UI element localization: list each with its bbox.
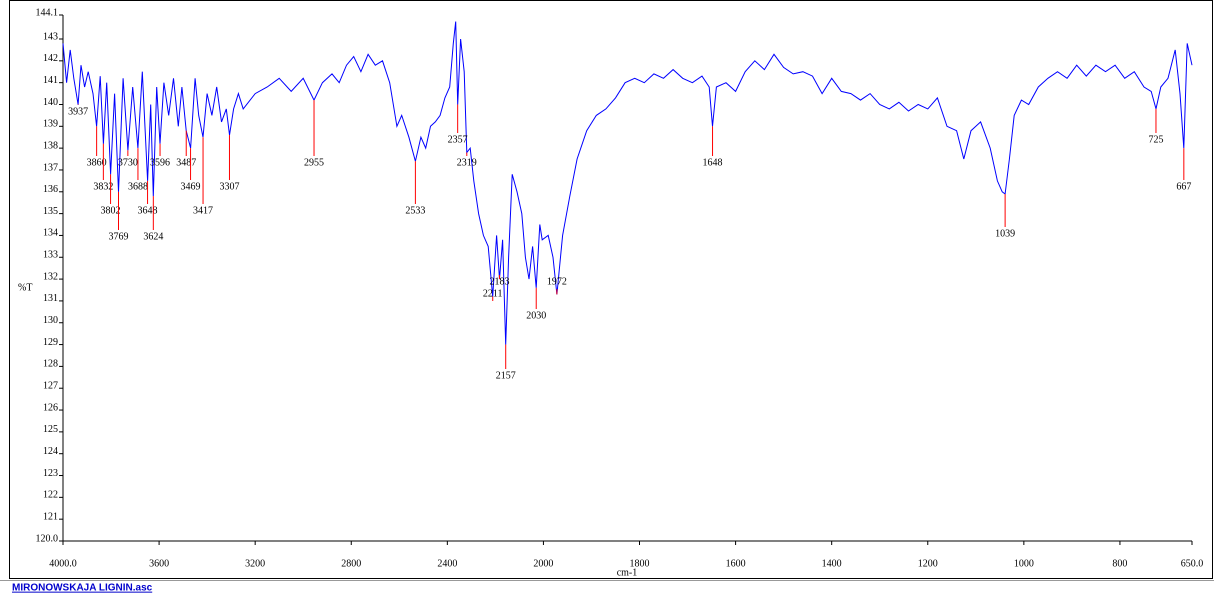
x-tick-label: 2800 bbox=[341, 558, 361, 569]
x-tick-label: 1600 bbox=[726, 558, 746, 569]
y-tick-label: 129 bbox=[43, 337, 58, 348]
y-tick-label: 122 bbox=[43, 490, 58, 501]
x-tick-label: 1000 bbox=[1014, 558, 1034, 569]
peak-label: 3307 bbox=[219, 181, 239, 192]
y-tick-label: 139 bbox=[43, 119, 58, 130]
y-tick-label: 135 bbox=[43, 206, 58, 217]
y-tick-label: 125 bbox=[43, 424, 58, 435]
peak-label: 3769 bbox=[108, 231, 128, 242]
y-tick-label: 127 bbox=[43, 381, 58, 392]
peak-label: 3937 bbox=[68, 106, 88, 117]
y-tick-label: 123 bbox=[43, 468, 58, 479]
peak-label: 1039 bbox=[995, 228, 1015, 239]
peak-label: 3469 bbox=[181, 181, 201, 192]
peak-label: 667 bbox=[1176, 181, 1191, 192]
x-tick-label: 650.0 bbox=[1181, 558, 1204, 569]
peak-label: 3624 bbox=[143, 231, 163, 242]
file-link[interactable]: MIRONOWSKAJA LIGNIN.asc bbox=[12, 583, 153, 594]
y-tick-label: 142 bbox=[43, 53, 58, 64]
peak-label: 2319 bbox=[457, 157, 477, 168]
y-tick-label: 131 bbox=[43, 293, 58, 304]
y-tick-label: 124 bbox=[43, 446, 58, 457]
x-tick-label: 1400 bbox=[822, 558, 842, 569]
peak-label: 2955 bbox=[304, 157, 324, 168]
y-tick-label: 137 bbox=[43, 162, 58, 173]
y-tick-label: 133 bbox=[43, 250, 58, 261]
peak-label: 3860 bbox=[87, 157, 107, 168]
chart-frame bbox=[9, 0, 1213, 579]
y-tick-label: 126 bbox=[43, 402, 58, 413]
y-tick-label: 121 bbox=[43, 511, 58, 522]
peak-label: 1648 bbox=[703, 157, 723, 168]
x-tick-label: 800 bbox=[1112, 558, 1127, 569]
peak-label: 3688 bbox=[128, 181, 148, 192]
peak-label: 3832 bbox=[93, 181, 113, 192]
y-axis-label: %T bbox=[18, 282, 32, 293]
x-tick-label: 2000 bbox=[533, 558, 553, 569]
x-tick-label: 3200 bbox=[245, 558, 265, 569]
y-tick-label: 120.0 bbox=[36, 533, 59, 544]
x-axis-label: cm-1 bbox=[617, 567, 638, 578]
y-tick-label: 141 bbox=[43, 75, 58, 86]
y-tick-label: 143 bbox=[43, 31, 58, 42]
peak-label: 3802 bbox=[101, 205, 121, 216]
y-tick-label: 140 bbox=[43, 97, 58, 108]
peak-label: 1972 bbox=[547, 276, 567, 287]
spectrum-line bbox=[62, 21, 1193, 345]
peak-label: 3417 bbox=[193, 205, 213, 216]
y-tick-label: 134 bbox=[43, 228, 58, 239]
x-tick-label: 4000.0 bbox=[49, 558, 77, 569]
peak-label: 3487 bbox=[176, 157, 196, 168]
x-tick-label: 2400 bbox=[437, 558, 457, 569]
y-tick-label: 136 bbox=[43, 184, 58, 195]
peak-label: 3596 bbox=[150, 157, 170, 168]
y-tick-label: 144.1 bbox=[36, 7, 59, 18]
x-tick-label: 3600 bbox=[149, 558, 169, 569]
y-tick-label: 138 bbox=[43, 140, 58, 151]
peak-label: 2533 bbox=[405, 205, 425, 216]
y-tick-label: 132 bbox=[43, 271, 58, 282]
peak-label: 2030 bbox=[526, 310, 546, 321]
x-tick-label: 1800 bbox=[630, 558, 650, 569]
peak-label: 3730 bbox=[118, 157, 138, 168]
peak-label: 3648 bbox=[138, 205, 158, 216]
peak-label: 725 bbox=[1148, 134, 1163, 145]
peak-label: 2357 bbox=[448, 134, 468, 145]
y-tick-label: 128 bbox=[43, 359, 58, 370]
y-tick-label: 130 bbox=[43, 315, 58, 326]
peak-label: 2157 bbox=[496, 370, 516, 381]
x-tick-label: 1200 bbox=[918, 558, 938, 569]
peak-label: 2183 bbox=[489, 276, 509, 287]
peak-label: 2211 bbox=[483, 288, 503, 299]
